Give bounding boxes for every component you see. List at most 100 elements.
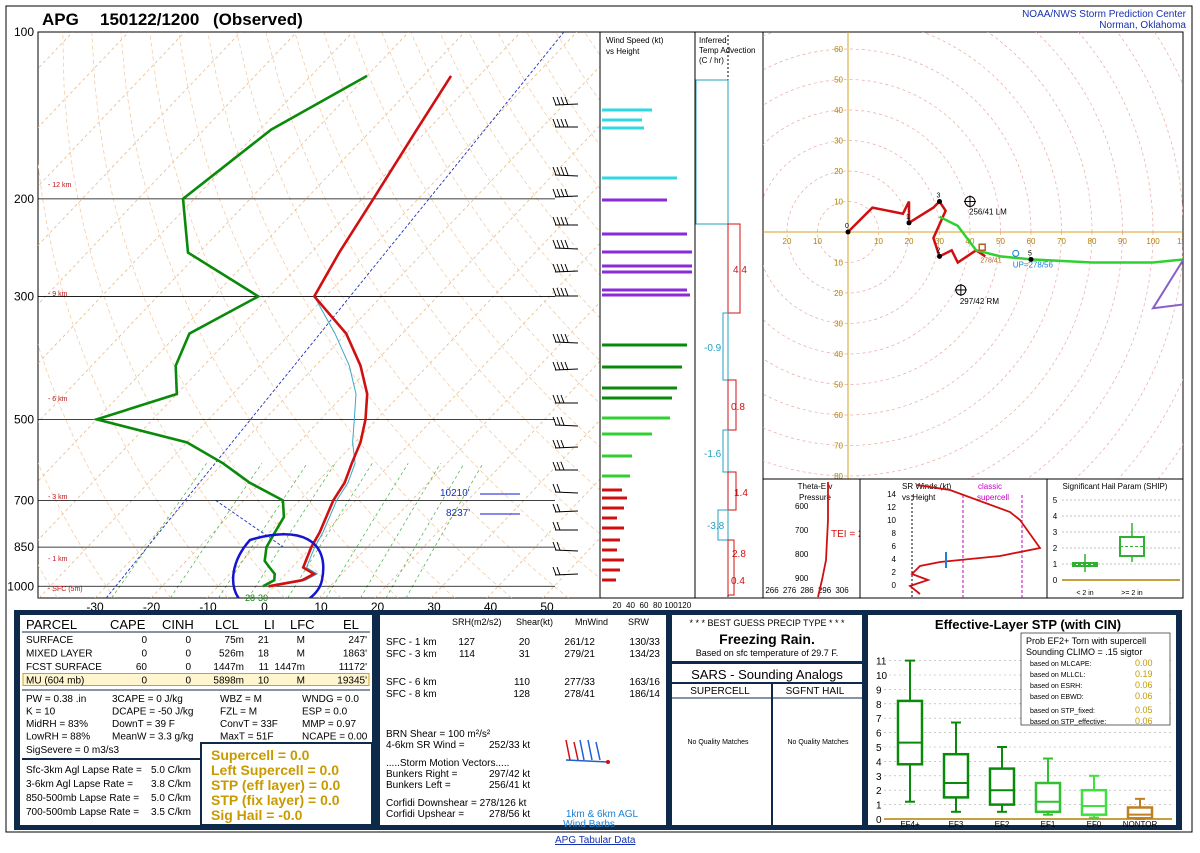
parcel-cell: M <box>297 649 305 660</box>
wind-speed-bar <box>602 108 652 112</box>
hodo-y-label: 10 <box>834 259 843 268</box>
pressure-label: 1000 <box>7 579 34 593</box>
height-label: - 1 km <box>48 556 68 563</box>
wind-barb <box>552 96 579 106</box>
height-label: - 9 km <box>48 291 68 298</box>
lapse-value: 5.0 C/km <box>151 765 191 776</box>
wind-speed-title-2: vs Height <box>606 47 640 56</box>
parcel-cell: 75m <box>225 635 244 646</box>
parcel-cell: 0 <box>185 676 191 687</box>
srw-y-label: 14 <box>887 490 896 499</box>
hodo-y-label: 80 <box>834 472 843 481</box>
advection-bar <box>727 539 735 596</box>
parcel-cell: SURFACE <box>26 635 74 646</box>
mean-wind-marker <box>978 243 986 251</box>
stp-y-label: 10 <box>876 671 888 682</box>
theta-x-label: 266 <box>765 586 779 595</box>
composite-index: Supercell = 0.0 <box>211 747 310 763</box>
ship-panel <box>1046 478 1184 599</box>
wind-barb <box>552 503 579 513</box>
kin-layer: SFC - 8 km <box>386 689 437 700</box>
parcel-cell: MU (604 mb) <box>26 676 84 687</box>
wind-speed-bar <box>602 416 670 420</box>
parcel-cell: 21 <box>258 635 270 646</box>
hodo-trace-purple <box>1151 258 1183 310</box>
wind-barb <box>552 263 579 273</box>
dry-adiabat <box>149 32 456 598</box>
mode-title: (Observed) <box>213 10 303 29</box>
kin-cell: 277/33 <box>564 677 595 688</box>
ship-y-label: 4 <box>1053 512 1058 521</box>
wind-barb <box>552 361 579 371</box>
kin-cell: 130/33 <box>629 637 660 648</box>
stp-y-label: 0 <box>876 815 882 826</box>
parcel-misc: ConvT = 33F <box>220 719 278 730</box>
wind-speed-bar <box>602 126 644 130</box>
pressure-label: 700 <box>14 493 34 507</box>
sfc-temp-label: 28-30 <box>245 593 268 603</box>
theta-p-label: 800 <box>795 550 809 559</box>
parcel-row-highlight <box>22 673 370 686</box>
parcel-table: PARCEL CAPE CINH LCL LI LFC EL SURFACE 0 0 75m 21 M 2… <box>22 617 373 826</box>
hodo-x-label: 10 <box>813 237 822 246</box>
based-value: 0.05 <box>1135 705 1153 715</box>
pressure-label: 850 <box>14 540 34 554</box>
stp-y-label: 2 <box>876 786 882 797</box>
precip-panel <box>672 615 862 661</box>
parcel-misc: K = 10 <box>26 707 56 718</box>
bunkers-right-value: 297/42 kt <box>489 769 530 780</box>
kin-header: MnWind <box>575 617 608 627</box>
parcel-cell: 19345' <box>337 676 367 687</box>
advection-value: -3.8 <box>707 521 725 532</box>
parcel-cell: FCST SURFACE <box>26 662 102 673</box>
tabular-data-link[interactable]: APG Tabular Data <box>555 835 636 846</box>
wind-speed-bar <box>602 270 692 274</box>
dewpoint-line <box>91 74 368 588</box>
advection-value: 0.4 <box>731 576 745 587</box>
advection-bar <box>717 509 729 541</box>
corfidi-upshear-value: 278/56 kt <box>489 809 530 820</box>
mini-wind-barbs <box>565 739 610 764</box>
wind-barb <box>552 394 578 404</box>
bunkers-left-label: Bunkers Left = <box>386 780 451 791</box>
dry-adiabat <box>265 32 600 535</box>
isotherm <box>38 32 241 246</box>
parcel-misc: MaxT = 51F <box>220 732 273 743</box>
kin-layer: SFC - 1 km <box>386 637 437 648</box>
srw-line <box>908 484 1042 595</box>
annot-8237: 8237' <box>446 508 470 519</box>
advection-bar <box>727 379 737 431</box>
parcel-misc: WBZ = M <box>220 694 262 705</box>
hodo-point <box>1028 256 1034 262</box>
hodo-y-label: 50 <box>834 76 843 85</box>
stp-y-label: 7 <box>876 714 882 725</box>
isotherm <box>38 32 185 188</box>
lapse-label: 850-500mb Lapse Rate = <box>26 793 139 804</box>
sr-wind-value: 252/33 kt <box>489 740 530 751</box>
isotherm <box>318 301 600 598</box>
based-label: based on ESRH: <box>1030 683 1082 690</box>
stp-prob-box <box>1020 632 1171 726</box>
wind-barb <box>552 483 579 494</box>
stp-y-label: 3 <box>876 772 882 783</box>
sig-severe: SigSevere = 0 m3/s3 <box>26 745 120 756</box>
parcel-cell: 0 <box>185 635 191 646</box>
dry-adiabat <box>323 32 600 448</box>
parcel-cell: 0 <box>141 649 147 660</box>
parcel-cell: 11172' <box>339 662 367 673</box>
theta-e-line <box>817 482 829 598</box>
wind-speed-bar <box>602 343 687 347</box>
wind-speed-panel <box>599 31 696 599</box>
parcel-misc: NCAPE = 0.00 <box>302 732 368 743</box>
based-value: 0.06 <box>1135 716 1153 726</box>
advection-bar <box>722 312 729 381</box>
wind-speed-bar <box>602 526 624 530</box>
parcel-cell: MIXED LAYER <box>26 649 93 660</box>
theta-p-label: 600 <box>795 502 809 511</box>
mean-wind-label: 278/41 <box>980 258 1002 265</box>
parcel-misc: MMP = 0.97 <box>302 719 356 730</box>
hodo-y-label: 20 <box>834 289 843 298</box>
temp-label: 0 <box>261 600 268 614</box>
hodo-y-label: 40 <box>834 350 843 359</box>
dry-adiabat <box>439 32 600 276</box>
